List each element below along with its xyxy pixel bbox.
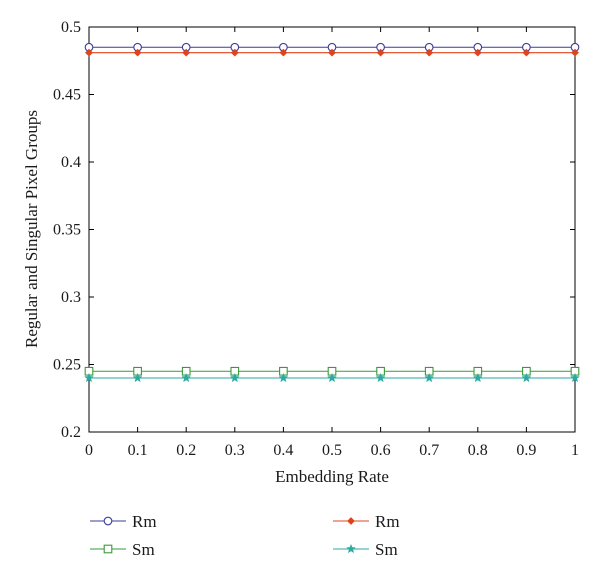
data-point <box>327 372 337 383</box>
x-tick-label: 0.1 <box>128 442 148 459</box>
data-point <box>473 48 482 57</box>
data-point <box>181 372 192 383</box>
series-layer <box>84 42 580 383</box>
data-point <box>570 372 580 383</box>
legend-item: Sm <box>90 540 155 559</box>
data-point <box>84 372 94 383</box>
series-4 <box>84 372 580 383</box>
data-point <box>230 48 239 57</box>
legend-marker <box>103 544 113 554</box>
x-tick-label: 0.6 <box>371 442 391 459</box>
data-point <box>279 48 288 57</box>
x-tick-label: 0.3 <box>225 442 245 459</box>
series-1 <box>84 42 580 52</box>
legend-item: Sm <box>333 540 398 559</box>
data-point <box>571 48 579 57</box>
y-tick-label: 0.4 <box>61 154 81 171</box>
legend-item: Rm <box>90 512 157 531</box>
data-point <box>424 372 435 383</box>
legend: Rm Sm Rm Sm <box>90 512 400 559</box>
data-point <box>521 372 532 383</box>
y-tick-label: 0.3 <box>61 289 81 306</box>
legend-label: Sm <box>132 540 155 559</box>
x-axis-label: Embedding Rate <box>275 467 389 486</box>
legend-label: Rm <box>375 512 400 531</box>
x-tick-label: 0.8 <box>468 442 488 459</box>
y-axis-label: Regular and Singular Pixel Groups <box>22 110 41 348</box>
legend-item: Rm <box>333 512 400 531</box>
x-tick-label: 0.4 <box>273 442 293 459</box>
x-tick-label: 0.5 <box>322 442 342 459</box>
data-point <box>376 48 385 57</box>
axis-ticks: 0 0.1 0.2 0.3 0.4 0.5 0.6 0.7 0.8 0.9 1 0.2 0.25 0.3 0… <box>53 19 579 459</box>
y-tick-label: 0.5 <box>61 19 81 36</box>
y-tick-label: 0.35 <box>53 222 81 239</box>
data-point <box>375 372 386 383</box>
data-point <box>472 372 483 383</box>
data-point <box>425 48 434 57</box>
series-3 <box>85 48 579 57</box>
x-tick-label: 0 <box>85 442 93 459</box>
data-point <box>328 48 336 57</box>
legend-marker <box>103 516 113 526</box>
data-point <box>522 48 531 57</box>
data-point <box>229 372 240 383</box>
data-point <box>278 372 289 383</box>
y-tick-label: 0.2 <box>61 424 81 441</box>
legend-label: Sm <box>375 540 398 559</box>
legend-label: Rm <box>132 512 157 531</box>
data-point <box>133 48 142 57</box>
y-tick-label: 0.45 <box>53 87 81 104</box>
data-point <box>182 48 191 57</box>
x-tick-label: 0.7 <box>419 442 439 459</box>
legend-marker <box>346 543 356 554</box>
x-tick-label: 1 <box>571 442 579 459</box>
series-2 <box>84 366 580 376</box>
data-point <box>85 48 93 57</box>
x-tick-label: 0.2 <box>176 442 196 459</box>
x-tick-label: 0.9 <box>516 442 536 459</box>
legend-marker <box>347 517 355 525</box>
y-tick-label: 0.25 <box>53 357 81 374</box>
data-point <box>132 372 143 383</box>
